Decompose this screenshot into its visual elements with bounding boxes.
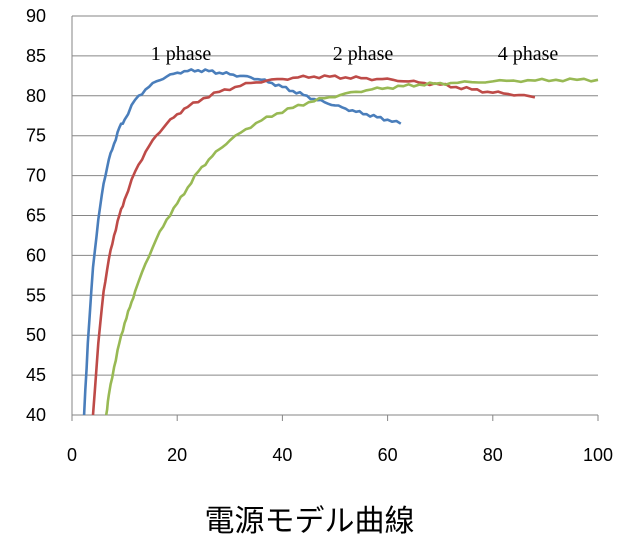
- y-tick-label: 85: [26, 46, 46, 66]
- axes: [71, 16, 599, 421]
- x-tick-label: 0: [67, 445, 77, 465]
- x-tick-label: 20: [167, 445, 187, 465]
- series-line-2: [91, 74, 536, 416]
- y-tick-label: 70: [26, 166, 46, 186]
- x-tick-label: 40: [272, 445, 292, 465]
- y-tick-label: 50: [26, 325, 46, 345]
- series-lines: [82, 68, 599, 416]
- series-labels: 1 phase 2 phase 4 phase: [151, 43, 559, 65]
- y-tick-labels: 40 45 50 55 60 65 70 75 80 85 90: [26, 6, 46, 425]
- y-tick-label: 45: [26, 365, 46, 385]
- series-line-1: [82, 68, 402, 416]
- x-tick-label: 60: [378, 445, 398, 465]
- y-tick-label: 65: [26, 206, 46, 226]
- y-tick-label: 55: [26, 285, 46, 305]
- y-tick-label: 60: [26, 245, 46, 265]
- x-tick-label: 80: [483, 445, 503, 465]
- chart-caption: 電源モデル曲線: [204, 504, 415, 539]
- y-tick-label: 80: [26, 86, 46, 106]
- y-tick-label: 75: [26, 126, 46, 146]
- y-tick-label: 90: [26, 6, 46, 26]
- series-label-1: 1 phase: [151, 43, 212, 65]
- series-line-3: [104, 77, 599, 416]
- x-tick-labels: 0 20 40 60 80 100: [67, 445, 613, 465]
- series-label-3: 4 phase: [498, 43, 559, 65]
- y-tick-label: 40: [26, 405, 46, 425]
- x-tick-label: 100: [583, 445, 613, 465]
- series-label-2: 2 phase: [333, 43, 394, 65]
